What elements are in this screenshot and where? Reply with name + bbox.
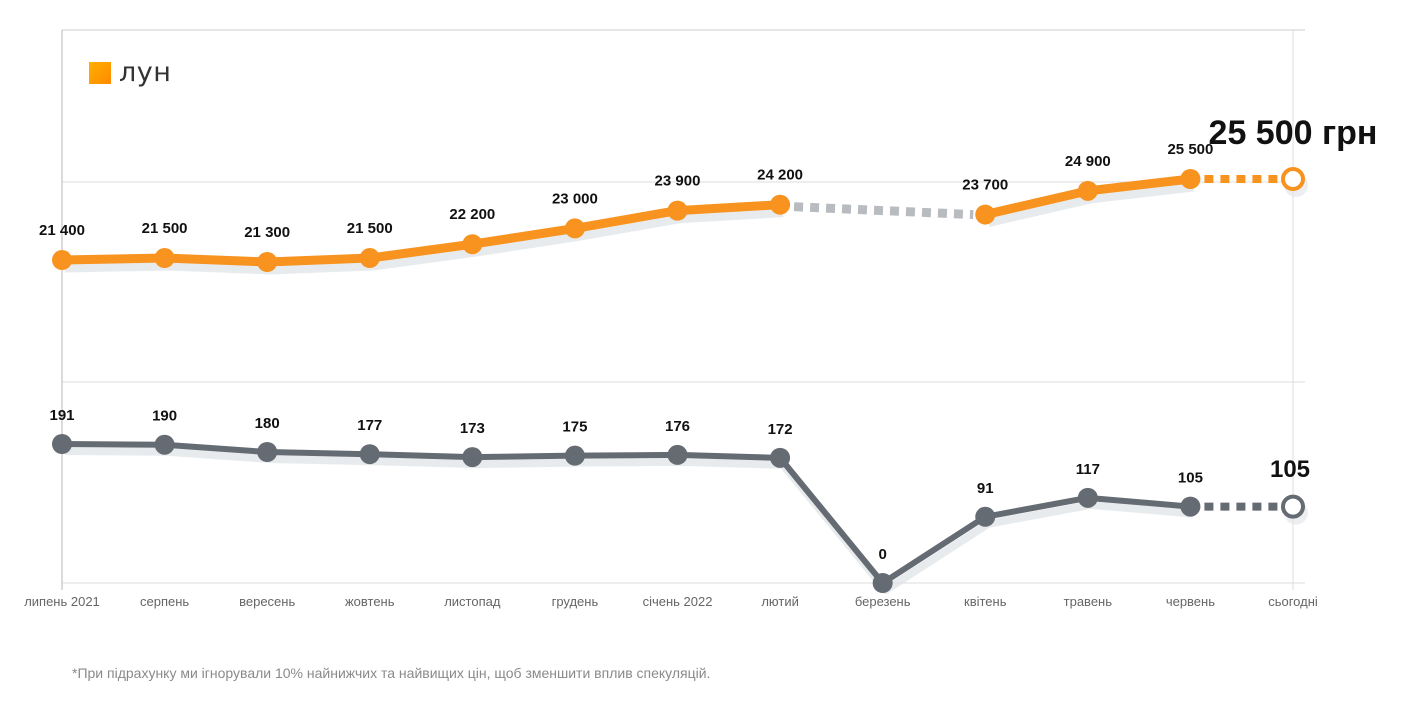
x-tick-label: жовтень <box>345 594 395 609</box>
footnote: *При підрахунку ми ігнорували 10% найниж… <box>72 665 711 681</box>
data-label: 177 <box>357 417 382 434</box>
data-label: 24 900 <box>1065 153 1111 170</box>
data-label: 22 200 <box>449 206 495 223</box>
data-point <box>462 447 483 468</box>
x-tick-label: лютий <box>761 594 799 609</box>
data-point <box>975 506 996 527</box>
data-point <box>564 218 585 239</box>
data-label: 23 000 <box>552 190 598 207</box>
data-label: 21 300 <box>244 224 290 241</box>
data-point <box>667 444 688 465</box>
data-point <box>257 442 278 463</box>
current-listings-label: 105 <box>1270 456 1310 483</box>
x-tick-label: січень 2022 <box>643 594 713 609</box>
data-point <box>975 204 996 225</box>
data-point <box>359 248 380 269</box>
data-label: 91 <box>977 480 994 497</box>
x-tick-label: грудень <box>552 594 599 609</box>
logo-square-icon <box>89 62 111 84</box>
data-label: 117 <box>1076 461 1100 478</box>
data-point <box>52 250 72 271</box>
data-label: 176 <box>665 418 690 435</box>
data-point <box>564 445 585 466</box>
x-tick-label: вересень <box>239 594 295 609</box>
x-tick-label: сьогодні <box>1268 594 1318 609</box>
data-label: 21 500 <box>142 220 188 237</box>
data-point <box>154 248 175 269</box>
data-point <box>667 200 688 221</box>
data-label: 23 700 <box>962 177 1008 194</box>
current-point-marker <box>1281 494 1305 519</box>
x-tick-label: червень <box>1166 594 1215 609</box>
data-label: 105 <box>1178 470 1203 487</box>
current-price-label: 25 500 грн <box>1209 114 1378 152</box>
data-label: 173 <box>460 420 485 437</box>
chart-grid <box>61 29 1305 590</box>
price-series: 21 400 21 500 21 300 21 500 22 200 23 000 23 9… <box>39 114 1378 275</box>
data-point <box>154 434 175 455</box>
listings-series: 191 190 180 177 173 175 176 172 0 91 117 105 105 <box>49 407 1310 594</box>
data-point <box>462 234 483 255</box>
data-point <box>52 434 72 454</box>
data-label: 175 <box>562 419 587 436</box>
data-point <box>1180 169 1201 189</box>
x-tick-label: листопад <box>444 594 501 609</box>
data-point <box>1180 496 1201 517</box>
x-tick-label: квітень <box>964 594 1007 609</box>
data-label: 190 <box>152 408 177 425</box>
data-label: 21 400 <box>39 222 85 239</box>
data-point <box>257 252 278 272</box>
series-line <box>59 441 1194 586</box>
data-label: 0 <box>878 546 886 563</box>
logo-text: лун <box>119 57 172 88</box>
series-shadow <box>64 447 1194 594</box>
gap-dashed-line <box>793 202 974 220</box>
current-point-marker <box>1281 167 1305 191</box>
x-tick-label: серпень <box>140 594 189 609</box>
data-label: 21 500 <box>347 220 393 237</box>
x-tick-label: липень 2021 <box>24 594 100 609</box>
data-point <box>1077 487 1098 508</box>
data-point <box>1077 180 1098 201</box>
series-line <box>57 200 785 267</box>
logo: лун <box>89 57 172 88</box>
x-tick-label: травень <box>1064 594 1113 609</box>
data-label: 23 900 <box>655 173 701 190</box>
x-tick-label: березень <box>855 594 911 609</box>
data-label: 24 200 <box>757 167 803 184</box>
data-label: 25 500 <box>1167 141 1213 158</box>
data-point <box>770 194 791 215</box>
series-shadow <box>64 206 784 275</box>
data-point <box>359 444 380 465</box>
x-axis: липень 2021 серпень вересень жовтень листопа… <box>24 594 1318 609</box>
data-point <box>770 447 791 468</box>
data-label: 191 <box>49 407 74 424</box>
data-label: 172 <box>768 421 793 438</box>
data-label: 180 <box>255 415 280 432</box>
data-point <box>872 573 893 593</box>
